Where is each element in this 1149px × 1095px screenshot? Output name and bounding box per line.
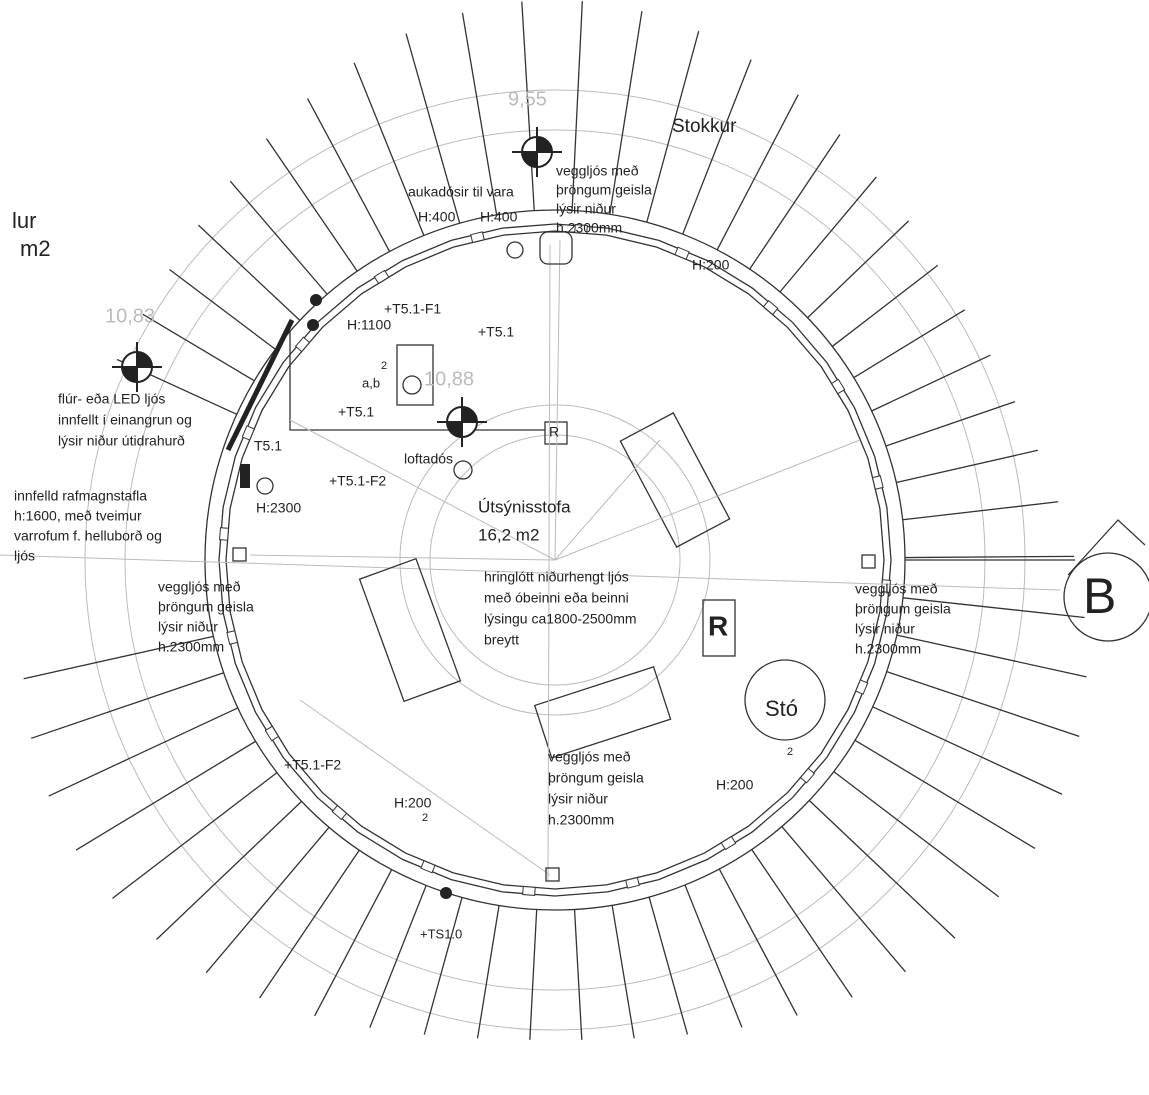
label: Stokkur bbox=[672, 116, 737, 137]
label: loftadós bbox=[404, 451, 453, 467]
label-line: veggljós með bbox=[855, 581, 938, 597]
label: 9,55 bbox=[508, 88, 547, 110]
label: H:400 bbox=[480, 209, 518, 225]
label: R bbox=[708, 610, 728, 641]
label: R bbox=[549, 424, 559, 440]
label: B bbox=[1083, 568, 1116, 624]
label-line: þröngum geisla bbox=[158, 599, 254, 615]
label: 16,2 m2 bbox=[478, 525, 539, 544]
label-line: h:1600, með tveimur bbox=[14, 508, 142, 524]
label-line: með óbeinni eða beinni bbox=[484, 590, 629, 606]
label-line: h.2300mm bbox=[158, 639, 224, 655]
body: 9,55 Stokkur veggljós með þröngum geisla lýs… bbox=[0, 0, 1149, 1095]
label: 2 bbox=[381, 360, 387, 372]
label-line: h.2300mm bbox=[855, 641, 921, 657]
label-line: lýsir niður bbox=[158, 619, 218, 635]
label: +T5.1-F2 bbox=[284, 757, 341, 773]
floor-plan: 9,55 Stokkur veggljós með þröngum geisla lýs… bbox=[0, 0, 1149, 1095]
label: H:200 bbox=[394, 795, 432, 811]
label: lur bbox=[12, 208, 36, 233]
wall-post bbox=[220, 528, 229, 541]
label: H:1100 bbox=[347, 317, 391, 333]
label: 10,83 bbox=[105, 305, 155, 327]
switch-dot bbox=[307, 319, 319, 331]
label-line: hringlótt niðurhengt ljós bbox=[484, 569, 629, 585]
label: +T5.1-F2 bbox=[329, 473, 386, 489]
label-line: veggljós með bbox=[556, 163, 639, 179]
label-line: veggljós með bbox=[158, 579, 241, 595]
label-line: þröngum geisla bbox=[556, 182, 652, 198]
label: H:200 bbox=[716, 777, 754, 793]
panel-symbol bbox=[240, 464, 250, 488]
label: 2 bbox=[422, 812, 428, 824]
switch-dot bbox=[310, 294, 322, 306]
label-line: ljós bbox=[14, 548, 35, 564]
label: 2 bbox=[787, 746, 793, 758]
label-line: innfelld rafmagnstafla bbox=[14, 488, 147, 504]
label-line: lýsir niður bbox=[855, 621, 915, 637]
label: m2 bbox=[20, 236, 51, 261]
label: +T5.1 bbox=[478, 324, 514, 340]
label-line: lýsir niður bbox=[548, 791, 608, 807]
page: Útsýnisstofa {"labels": { "area_top": "9… bbox=[0, 0, 1149, 1095]
wall-post bbox=[523, 887, 536, 896]
label-line: veggljós með bbox=[548, 749, 631, 765]
label-line: h.2300mm bbox=[556, 220, 622, 236]
label: a,b bbox=[362, 375, 380, 390]
label: H:400 bbox=[418, 209, 456, 225]
label-line: breytt bbox=[484, 632, 519, 648]
label-line: innfellt í einangrun og bbox=[58, 412, 192, 428]
label-line: flúr- eða LED ljós bbox=[58, 391, 165, 407]
label: +TS1.0 bbox=[420, 926, 462, 941]
label: 10,88 bbox=[424, 368, 474, 390]
label: +T5.1 bbox=[338, 404, 374, 420]
label-line: varrofum f. helluborð og bbox=[14, 528, 162, 544]
label-line: þröngum geisla bbox=[855, 601, 951, 617]
label: T5.1 bbox=[254, 438, 282, 454]
label: +T5.1-F1 bbox=[384, 301, 441, 317]
switch-dot bbox=[440, 887, 452, 899]
label-line: lýsingu ca1800-2500mm bbox=[484, 611, 637, 627]
label: Útsýnisstofa bbox=[478, 497, 571, 516]
label: aukadósir til vara bbox=[408, 184, 514, 200]
label: Stó bbox=[765, 696, 798, 721]
label: H:2300 bbox=[256, 500, 301, 516]
label: H:200 bbox=[692, 257, 730, 273]
label-line: lýsir niður útidrahurð bbox=[58, 433, 185, 449]
label-line: lýsir niður bbox=[556, 201, 616, 217]
label-line: h.2300mm bbox=[548, 812, 614, 828]
label-line: þröngum geisla bbox=[548, 770, 644, 786]
